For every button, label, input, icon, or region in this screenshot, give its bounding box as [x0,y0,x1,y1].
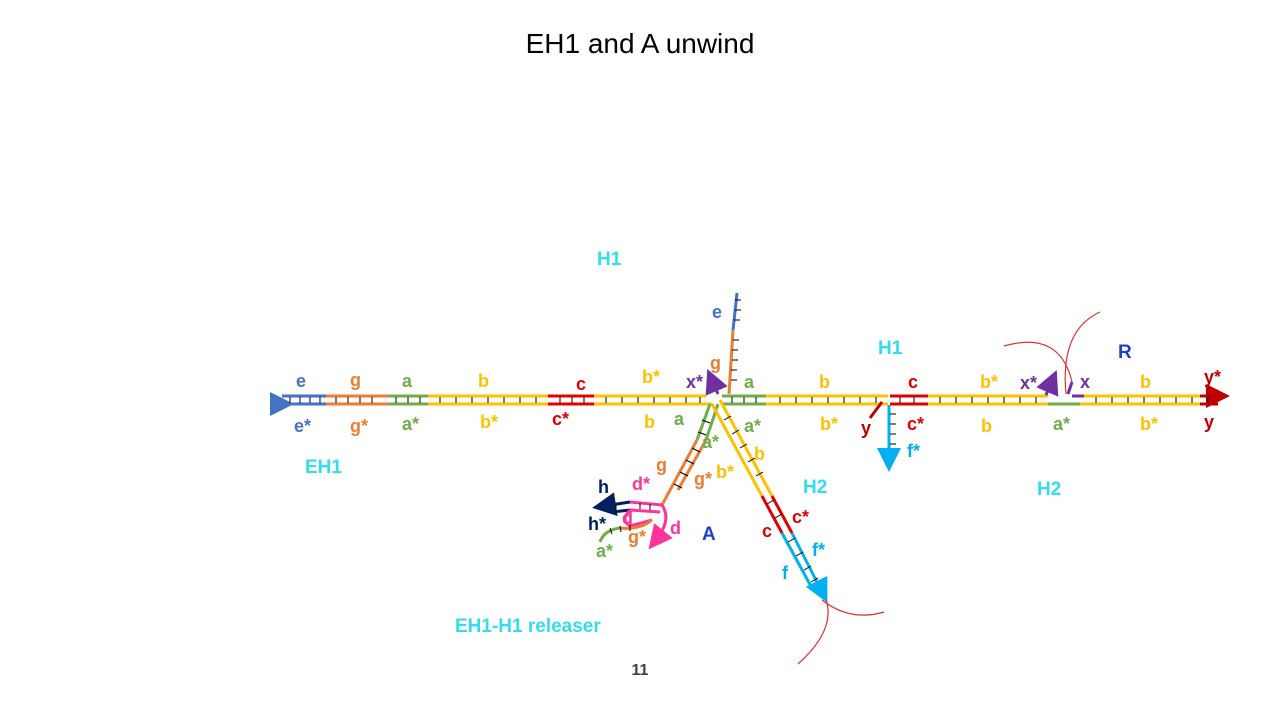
lbl-d: d [622,508,633,528]
lbl-e-star: e* [294,416,311,436]
lbl-R: R [1118,342,1132,363]
lbl-a2: a [744,372,755,392]
lbl-arm-f: f [782,563,789,583]
upward-strand [727,292,741,395]
lbl-b-bottom: b [644,412,655,432]
lbl-b-star: b* [642,367,660,387]
lbl-up-g: g [710,353,721,373]
lbl-arm-b-star: b* [716,462,734,482]
lbl-y: y [861,418,871,438]
lbl-y-star: y* [1204,367,1221,387]
y-hook [868,401,884,419]
lbl-releaser: EH1-H1 releaser [455,616,601,637]
lbl-b3: b [1140,372,1151,392]
x-star-arrow-right [1036,369,1059,397]
lbl-arm-f-star: f* [812,540,825,560]
lbl-c-star2: c* [907,414,924,434]
lbl-c: c [576,374,586,394]
lbl-c-star: c* [552,409,569,429]
f-star-strand [877,405,901,472]
lbl-H1-right: H1 [878,338,903,359]
lbl-x-star2: x* [1020,373,1037,393]
lbl-y2: y [1204,412,1214,432]
lbl-b-star2-bottom: b* [820,414,838,434]
lbl-A: A [702,524,716,545]
hairpin [592,492,673,550]
page-number: 11 [631,662,649,679]
lbl-b-star2: b* [980,372,998,392]
lbl-H1-top: H1 [597,249,622,270]
lbl-d-star: d* [632,474,650,494]
loop-arcs [797,311,1101,665]
lbl-a-star2: a* [744,416,761,436]
lbl-arm-b: b [754,444,765,464]
lbl-g: g [350,370,361,390]
lbl-arm-g-star: g* [694,469,712,489]
x-stub [1066,381,1074,395]
lbl-e: e [296,371,306,391]
lbl-arm-c-star: c* [792,507,809,527]
main-duplex [270,384,1230,416]
lbl-d2: d [670,518,681,538]
lbl-H2-right: H2 [1037,479,1061,500]
arm-right [710,399,828,603]
lbl-x-star: x* [686,372,703,392]
lbl-h: h [598,477,609,497]
lbl-b: b [478,371,489,391]
lbl-up-e: e [712,302,722,322]
lbl-b2: b [819,372,830,392]
lbl-b2-bottom: b [981,416,992,436]
slide-title: EH1 and A unwind [525,28,755,59]
lbl-EH1: EH1 [305,457,342,478]
lbl-arm-c: c [762,521,772,541]
lbl-c2: c [908,372,918,392]
lbl-arm-g: g [656,455,667,475]
lbl-b-star3: b* [1140,414,1158,434]
lbl-hp-a-star: a* [596,541,613,561]
x-star-arrow-left [705,368,728,396]
lbl-arm-a-star: a* [702,432,719,452]
lbl-hp-g-star: g* [628,527,646,547]
lbl-H2-mid: H2 [803,477,827,498]
lbl-arm-a: a [674,409,685,429]
lbl-g-star: g* [350,416,368,436]
lbl-b-star-bottom: b* [480,412,498,432]
lbl-a: a [402,371,413,391]
lbl-a-star: a* [402,414,419,434]
lbl-f-star: f* [907,441,920,461]
lbl-h-star: h* [588,514,606,534]
lbl-x: x [1080,372,1090,392]
arm-left [660,403,720,506]
lbl-a-star3: a* [1053,414,1070,434]
